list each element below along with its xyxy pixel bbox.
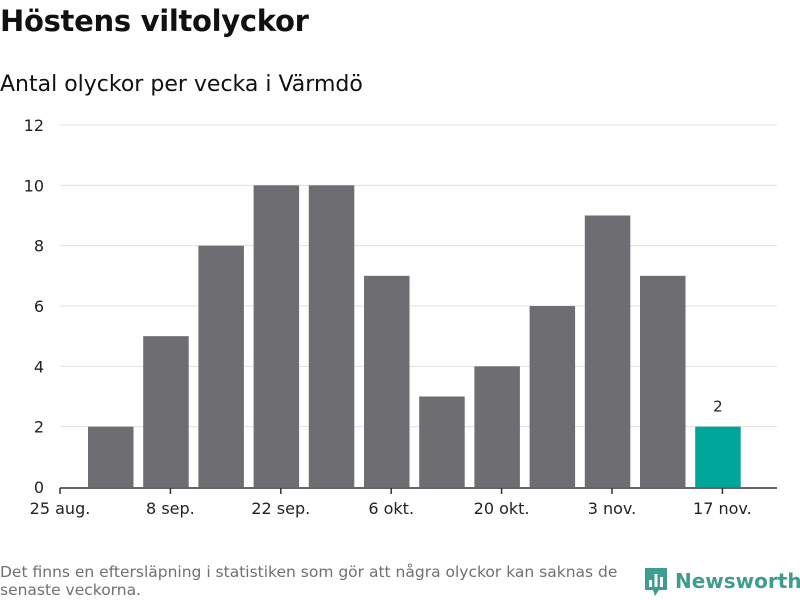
- bar: [88, 426, 134, 487]
- newsworthy-logo-icon: [645, 568, 667, 596]
- y-tick-label: 6: [34, 297, 44, 316]
- bar-highlight: [695, 426, 741, 487]
- data-label: 2: [713, 398, 723, 416]
- footnote: Det finns en eftersläpning i statistiken…: [0, 563, 618, 599]
- y-tick-label: 10: [24, 176, 44, 195]
- bar: [640, 275, 686, 487]
- bar: [474, 366, 520, 487]
- y-tick-label: 4: [34, 357, 44, 376]
- x-tick-label: 25 aug.: [30, 499, 91, 518]
- bar: [308, 185, 355, 488]
- bar: [253, 185, 300, 488]
- newsworthy-logo-text: Newsworthy: [675, 569, 800, 593]
- bar: [143, 336, 189, 487]
- x-tick-label: 17 nov.: [693, 499, 752, 518]
- bar: [529, 306, 576, 487]
- bar: [198, 245, 244, 487]
- y-tick-label: 8: [34, 237, 44, 256]
- bar: [419, 396, 465, 487]
- x-tick-label: 22 sep.: [251, 499, 310, 518]
- chart-subtitle: Antal olyckor per vecka i Värmdö: [0, 72, 363, 97]
- x-tick-label: 6 okt.: [368, 499, 414, 518]
- bar: [364, 275, 410, 487]
- y-tick-label: 0: [34, 478, 44, 497]
- x-tick-label: 3 nov.: [588, 499, 637, 518]
- bar: [584, 215, 631, 487]
- newsworthy-logo: Newsworthy: [643, 566, 800, 600]
- y-tick-label: 12: [24, 116, 44, 135]
- x-tick-label: 8 sep.: [146, 499, 195, 518]
- x-tick-label: 20 okt.: [474, 499, 530, 518]
- y-tick-label: 2: [34, 418, 44, 437]
- bar-chart: 0 2 4 6 8 10 12 2 25 aug. 8 sep. 22 sep. 6 okt. 20 o…: [24, 116, 777, 518]
- chart-title: Höstens viltolyckor: [0, 4, 309, 38]
